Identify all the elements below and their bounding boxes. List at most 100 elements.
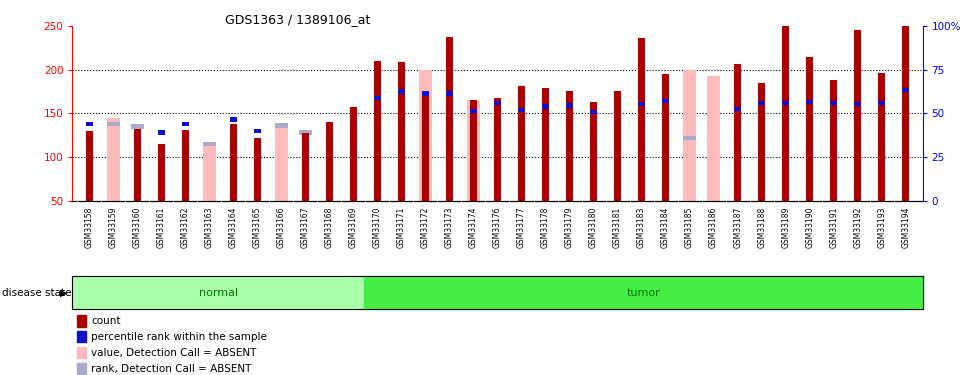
- Text: GSM33163: GSM33163: [205, 206, 213, 248]
- Bar: [470, 100, 477, 201]
- Bar: [182, 130, 188, 201]
- Text: GSM33193: GSM33193: [877, 206, 886, 248]
- Text: rank, Detection Call = ABSENT: rank, Detection Call = ABSENT: [91, 364, 251, 374]
- Bar: [374, 96, 381, 100]
- Bar: [446, 37, 453, 201]
- Text: GSM33161: GSM33161: [156, 206, 166, 248]
- Text: GSM33184: GSM33184: [661, 206, 670, 248]
- Bar: [614, 91, 621, 201]
- Bar: [518, 86, 525, 201]
- Bar: [86, 122, 93, 126]
- Text: GSM33192: GSM33192: [853, 206, 863, 248]
- Bar: [230, 124, 237, 201]
- Bar: [77, 363, 86, 374]
- Bar: [758, 83, 765, 201]
- Bar: [663, 99, 668, 104]
- Bar: [106, 118, 120, 201]
- Text: percentile rank within the sample: percentile rank within the sample: [91, 332, 267, 342]
- Bar: [130, 124, 144, 129]
- Text: GSM33172: GSM33172: [421, 206, 430, 248]
- Text: count: count: [91, 316, 121, 326]
- Text: GSM33180: GSM33180: [589, 206, 598, 248]
- Text: GSM33170: GSM33170: [373, 206, 382, 248]
- Bar: [495, 98, 500, 201]
- Bar: [254, 138, 261, 201]
- Text: GSM33187: GSM33187: [733, 206, 742, 248]
- Bar: [203, 142, 216, 146]
- Bar: [518, 108, 525, 112]
- Bar: [831, 101, 838, 105]
- Bar: [72, 276, 364, 309]
- Text: GSM33185: GSM33185: [685, 206, 695, 248]
- Bar: [422, 91, 429, 96]
- Bar: [470, 109, 477, 113]
- Text: GSM33168: GSM33168: [325, 206, 334, 248]
- Text: GSM33186: GSM33186: [709, 206, 718, 248]
- Text: GSM33160: GSM33160: [132, 206, 142, 248]
- Bar: [878, 101, 885, 105]
- Text: GSM33190: GSM33190: [806, 206, 814, 248]
- Bar: [398, 62, 405, 201]
- Bar: [374, 61, 381, 201]
- Text: tumor: tumor: [626, 288, 660, 297]
- Bar: [274, 123, 288, 128]
- Bar: [364, 276, 923, 309]
- Bar: [298, 130, 312, 135]
- Text: GSM33166: GSM33166: [277, 206, 286, 248]
- Text: ▶: ▶: [60, 288, 68, 297]
- Text: GSM33178: GSM33178: [541, 206, 550, 248]
- Bar: [77, 331, 86, 342]
- Text: GSM33167: GSM33167: [300, 206, 310, 248]
- Text: GSM33194: GSM33194: [901, 206, 910, 248]
- Bar: [254, 129, 261, 133]
- Bar: [182, 122, 188, 126]
- Bar: [566, 104, 573, 108]
- Bar: [77, 315, 86, 327]
- Text: GSM33169: GSM33169: [349, 206, 358, 248]
- Text: GSM33174: GSM33174: [469, 206, 478, 248]
- Bar: [782, 101, 789, 105]
- Bar: [707, 76, 721, 201]
- Text: GSM33191: GSM33191: [829, 206, 838, 248]
- Bar: [663, 74, 668, 201]
- Text: GSM33183: GSM33183: [637, 206, 646, 248]
- Bar: [758, 101, 765, 105]
- Text: GSM33176: GSM33176: [493, 206, 502, 248]
- Text: GDS1363 / 1389106_at: GDS1363 / 1389106_at: [225, 13, 371, 26]
- Bar: [86, 131, 93, 201]
- Bar: [274, 126, 288, 201]
- Bar: [854, 30, 861, 201]
- Bar: [566, 91, 573, 201]
- Bar: [639, 38, 645, 201]
- Bar: [590, 102, 597, 201]
- Text: GSM33171: GSM33171: [397, 206, 406, 248]
- Bar: [419, 70, 432, 201]
- Bar: [782, 26, 789, 201]
- Bar: [77, 347, 86, 358]
- Bar: [350, 107, 356, 201]
- Text: GSM33158: GSM33158: [85, 206, 94, 248]
- Bar: [590, 110, 597, 114]
- Bar: [734, 107, 741, 111]
- Bar: [639, 102, 645, 106]
- Bar: [446, 91, 453, 96]
- Bar: [807, 100, 813, 104]
- Bar: [734, 64, 741, 201]
- Bar: [902, 88, 909, 92]
- Text: GSM33188: GSM33188: [757, 206, 766, 248]
- Text: disease state: disease state: [2, 288, 71, 297]
- Text: GSM33162: GSM33162: [181, 206, 189, 248]
- Bar: [422, 92, 429, 201]
- Bar: [134, 129, 141, 201]
- Bar: [467, 100, 480, 201]
- Bar: [203, 144, 216, 201]
- Text: GSM33181: GSM33181: [613, 206, 622, 248]
- Bar: [542, 88, 549, 201]
- Bar: [683, 136, 696, 140]
- Bar: [302, 133, 309, 201]
- Bar: [902, 26, 909, 201]
- Text: value, Detection Call = ABSENT: value, Detection Call = ABSENT: [91, 348, 257, 358]
- Bar: [807, 57, 813, 201]
- Text: GSM33189: GSM33189: [781, 206, 790, 248]
- Bar: [495, 101, 500, 105]
